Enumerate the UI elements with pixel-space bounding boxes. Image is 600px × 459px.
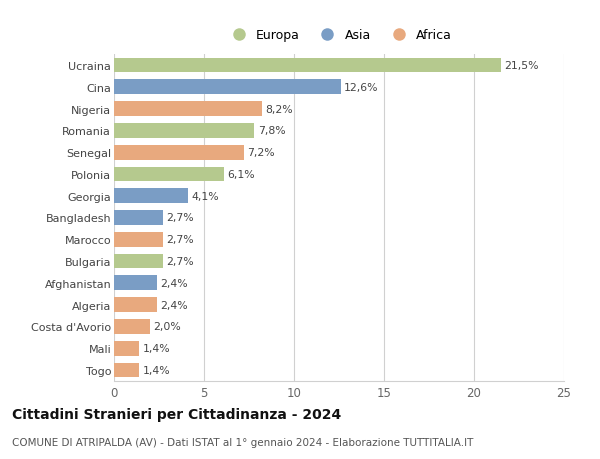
Text: Cittadini Stranieri per Cittadinanza - 2024: Cittadini Stranieri per Cittadinanza - 2… (12, 407, 341, 421)
Bar (114, 254, 163, 269)
Bar (114, 297, 157, 312)
Bar (114, 146, 244, 160)
Bar (114, 211, 163, 225)
Bar (114, 59, 501, 73)
Bar (114, 276, 157, 291)
Bar (114, 124, 254, 139)
Legend: Europa, Asia, Africa: Europa, Asia, Africa (226, 29, 452, 42)
Text: 7,2%: 7,2% (247, 148, 274, 158)
Text: 6,1%: 6,1% (227, 169, 254, 179)
Bar (114, 189, 188, 204)
Text: 2,4%: 2,4% (160, 278, 188, 288)
Text: 21,5%: 21,5% (504, 61, 539, 71)
Text: 8,2%: 8,2% (265, 104, 292, 114)
Text: COMUNE DI ATRIPALDA (AV) - Dati ISTAT al 1° gennaio 2024 - Elaborazione TUTTITAL: COMUNE DI ATRIPALDA (AV) - Dati ISTAT al… (12, 437, 473, 447)
Bar (114, 80, 341, 95)
Text: 7,8%: 7,8% (257, 126, 285, 136)
Text: 4,1%: 4,1% (191, 191, 218, 202)
Text: 1,4%: 1,4% (142, 343, 170, 353)
Bar (114, 102, 262, 117)
Text: 2,4%: 2,4% (160, 300, 188, 310)
Text: 2,7%: 2,7% (166, 213, 193, 223)
Text: 2,7%: 2,7% (166, 257, 193, 267)
Bar (114, 319, 150, 334)
Text: 12,6%: 12,6% (344, 83, 379, 93)
Text: 1,4%: 1,4% (142, 365, 170, 375)
Bar (114, 232, 163, 247)
Bar (114, 363, 139, 377)
Text: 2,0%: 2,0% (153, 322, 181, 332)
Bar (114, 167, 224, 182)
Text: 2,7%: 2,7% (166, 235, 193, 245)
Bar (114, 341, 139, 356)
